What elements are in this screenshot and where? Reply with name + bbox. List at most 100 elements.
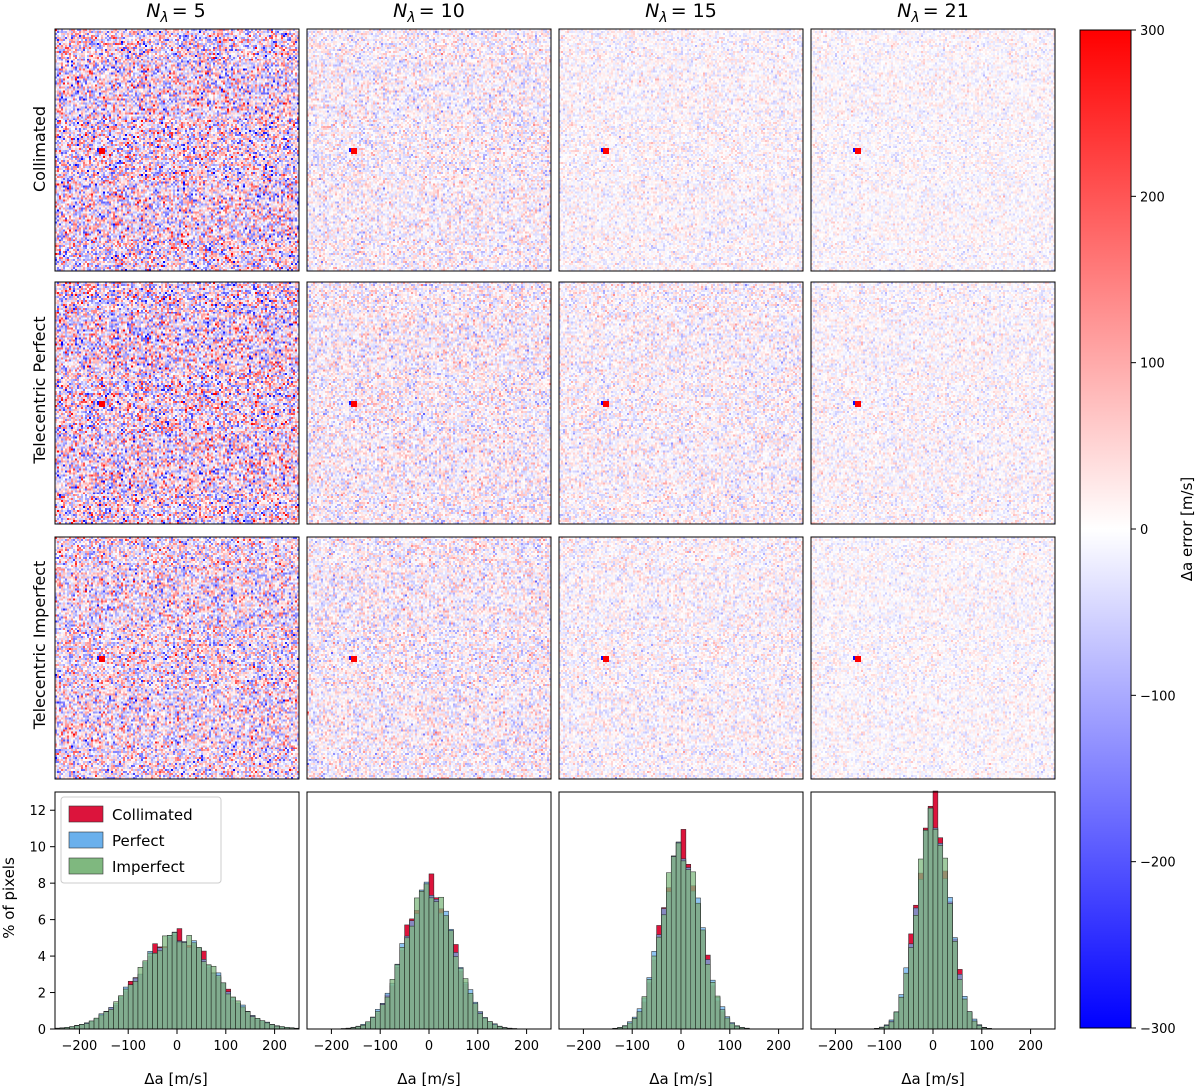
histogram-panel: −200 −100 0 100 200 xyxy=(306,791,552,1054)
histogram-bar xyxy=(93,1017,100,1030)
x-tick-label: −100 xyxy=(362,1039,398,1054)
histogram-bar xyxy=(962,998,968,1030)
histogram-bar xyxy=(462,978,469,1030)
histogram-bar xyxy=(646,979,652,1030)
heatmap-image xyxy=(55,537,299,779)
legend-swatch-collimated xyxy=(68,805,104,823)
x-tick-label: 0 xyxy=(173,1039,181,1054)
histogram-panel: −200 −100 0 100 200 xyxy=(558,791,804,1054)
histogram-x-label: Δa [m/s] xyxy=(397,1070,460,1088)
histogram-bar xyxy=(656,936,662,1030)
x-tick-label: 100 xyxy=(717,1039,742,1054)
histogram-bar xyxy=(438,896,444,1030)
histogram-bar xyxy=(103,1011,109,1030)
colorbar-tick-label: 200 xyxy=(1140,190,1165,205)
histogram-bar xyxy=(245,1011,251,1030)
y-tick-label: 10 xyxy=(29,841,46,856)
histogram-bar xyxy=(492,1024,498,1030)
histogram-bar xyxy=(685,869,692,1030)
x-tick-label: 200 xyxy=(766,1039,791,1054)
histogram-bar xyxy=(225,993,231,1030)
histogram-bar xyxy=(700,929,706,1030)
histogram-bar xyxy=(84,1023,90,1030)
histogram-x-label: Δa [m/s] xyxy=(144,1070,207,1088)
heatmap-image xyxy=(307,537,551,779)
histogram-bar xyxy=(206,964,212,1030)
histogram-bar xyxy=(142,960,148,1030)
histogram-bar xyxy=(893,1011,900,1030)
histogram-bar xyxy=(147,952,153,1030)
histogram-bar xyxy=(651,955,657,1030)
histogram-bar xyxy=(927,807,934,1030)
histogram-bar xyxy=(705,964,711,1030)
histogram-bar xyxy=(418,890,425,1030)
colorbar-tick-label: −100 xyxy=(1140,689,1176,704)
x-tick-label: 200 xyxy=(514,1039,539,1054)
histogram-series-imperfect xyxy=(340,883,518,1030)
x-tick-label: −200 xyxy=(566,1039,602,1054)
legend-swatch-perfect xyxy=(68,831,104,849)
x-tick-label: 200 xyxy=(262,1039,287,1054)
histogram-bar xyxy=(370,1017,376,1030)
histogram-bar xyxy=(235,1000,241,1030)
histogram-bar xyxy=(666,872,672,1030)
legend-swatch-imperfect xyxy=(68,857,104,875)
legend-entry: Perfect xyxy=(112,832,165,850)
heatmap-panel xyxy=(558,281,804,525)
heatmap-frame xyxy=(558,281,804,525)
heatmap-image xyxy=(307,282,551,524)
histogram-bar xyxy=(482,1017,488,1030)
heatmap-frame xyxy=(54,281,300,525)
histogram-bar xyxy=(937,845,944,1030)
histogram-bar xyxy=(379,1004,386,1030)
histogram-bar xyxy=(714,995,721,1030)
heatmap-panel xyxy=(306,536,552,780)
histogram-bar xyxy=(162,935,168,1030)
histogram-bar xyxy=(922,829,929,1030)
heatmap-frame xyxy=(306,281,552,525)
histogram-panel: −200 −100 0 100 200 xyxy=(54,791,300,1054)
histogram-bar xyxy=(152,952,158,1030)
histogram-series-imperfect xyxy=(54,932,300,1030)
histogram-bar xyxy=(918,858,924,1030)
histogram-bar xyxy=(957,979,963,1030)
x-tick-label: 0 xyxy=(677,1039,685,1054)
column-title: Nλ = 21 xyxy=(897,0,969,26)
row-label: Telecentric Perfect xyxy=(30,316,49,464)
x-tick-label: −100 xyxy=(866,1039,902,1054)
column-titles: Nλ = 5 Nλ = 10 Nλ = 15 Nλ = 21 xyxy=(146,0,969,26)
histogram-bar xyxy=(384,996,391,1030)
histogram-row: −200 −100 0 100 200 −200 −100 0 100 200 −200 −100 0 1… xyxy=(54,790,1056,1054)
histogram-bar xyxy=(423,883,430,1030)
heatmap-panel xyxy=(54,281,300,525)
histogram-bar xyxy=(947,903,953,1030)
histogram-bar xyxy=(433,901,440,1030)
y-tick-label: 12 xyxy=(29,804,46,819)
histogram-y-label: % of pixels xyxy=(0,857,18,939)
histogram-bar xyxy=(201,961,207,1030)
heatmap-frame xyxy=(54,28,300,272)
histogram-bar xyxy=(942,857,948,1030)
heatmap-image xyxy=(307,29,551,271)
histogram-bar xyxy=(254,1018,261,1030)
histogram-bar xyxy=(176,941,183,1030)
heatmap-image xyxy=(559,29,803,271)
histogram-bar xyxy=(191,942,197,1030)
histogram-bar xyxy=(458,968,464,1030)
histogram-bar xyxy=(181,942,188,1030)
heatmap-frame xyxy=(558,536,804,780)
y-tick-label: 0 xyxy=(38,1023,46,1038)
histogram-bar xyxy=(453,956,459,1030)
histogram-bar xyxy=(472,1003,479,1030)
histogram-bar xyxy=(710,982,716,1030)
histogram-bar xyxy=(127,984,134,1030)
histogram-bar xyxy=(157,950,163,1030)
x-tick-label: −200 xyxy=(314,1039,350,1054)
histogram-bar xyxy=(137,967,144,1030)
histogram-x-labels: Δa [m/s] Δa [m/s] Δa [m/s] Δa [m/s] xyxy=(144,1070,964,1088)
colorbar-tick-label: 300 xyxy=(1140,24,1165,39)
x-tick-label: 100 xyxy=(969,1039,994,1054)
heatmap-panel xyxy=(54,28,300,272)
histogram-bar xyxy=(724,1017,731,1030)
